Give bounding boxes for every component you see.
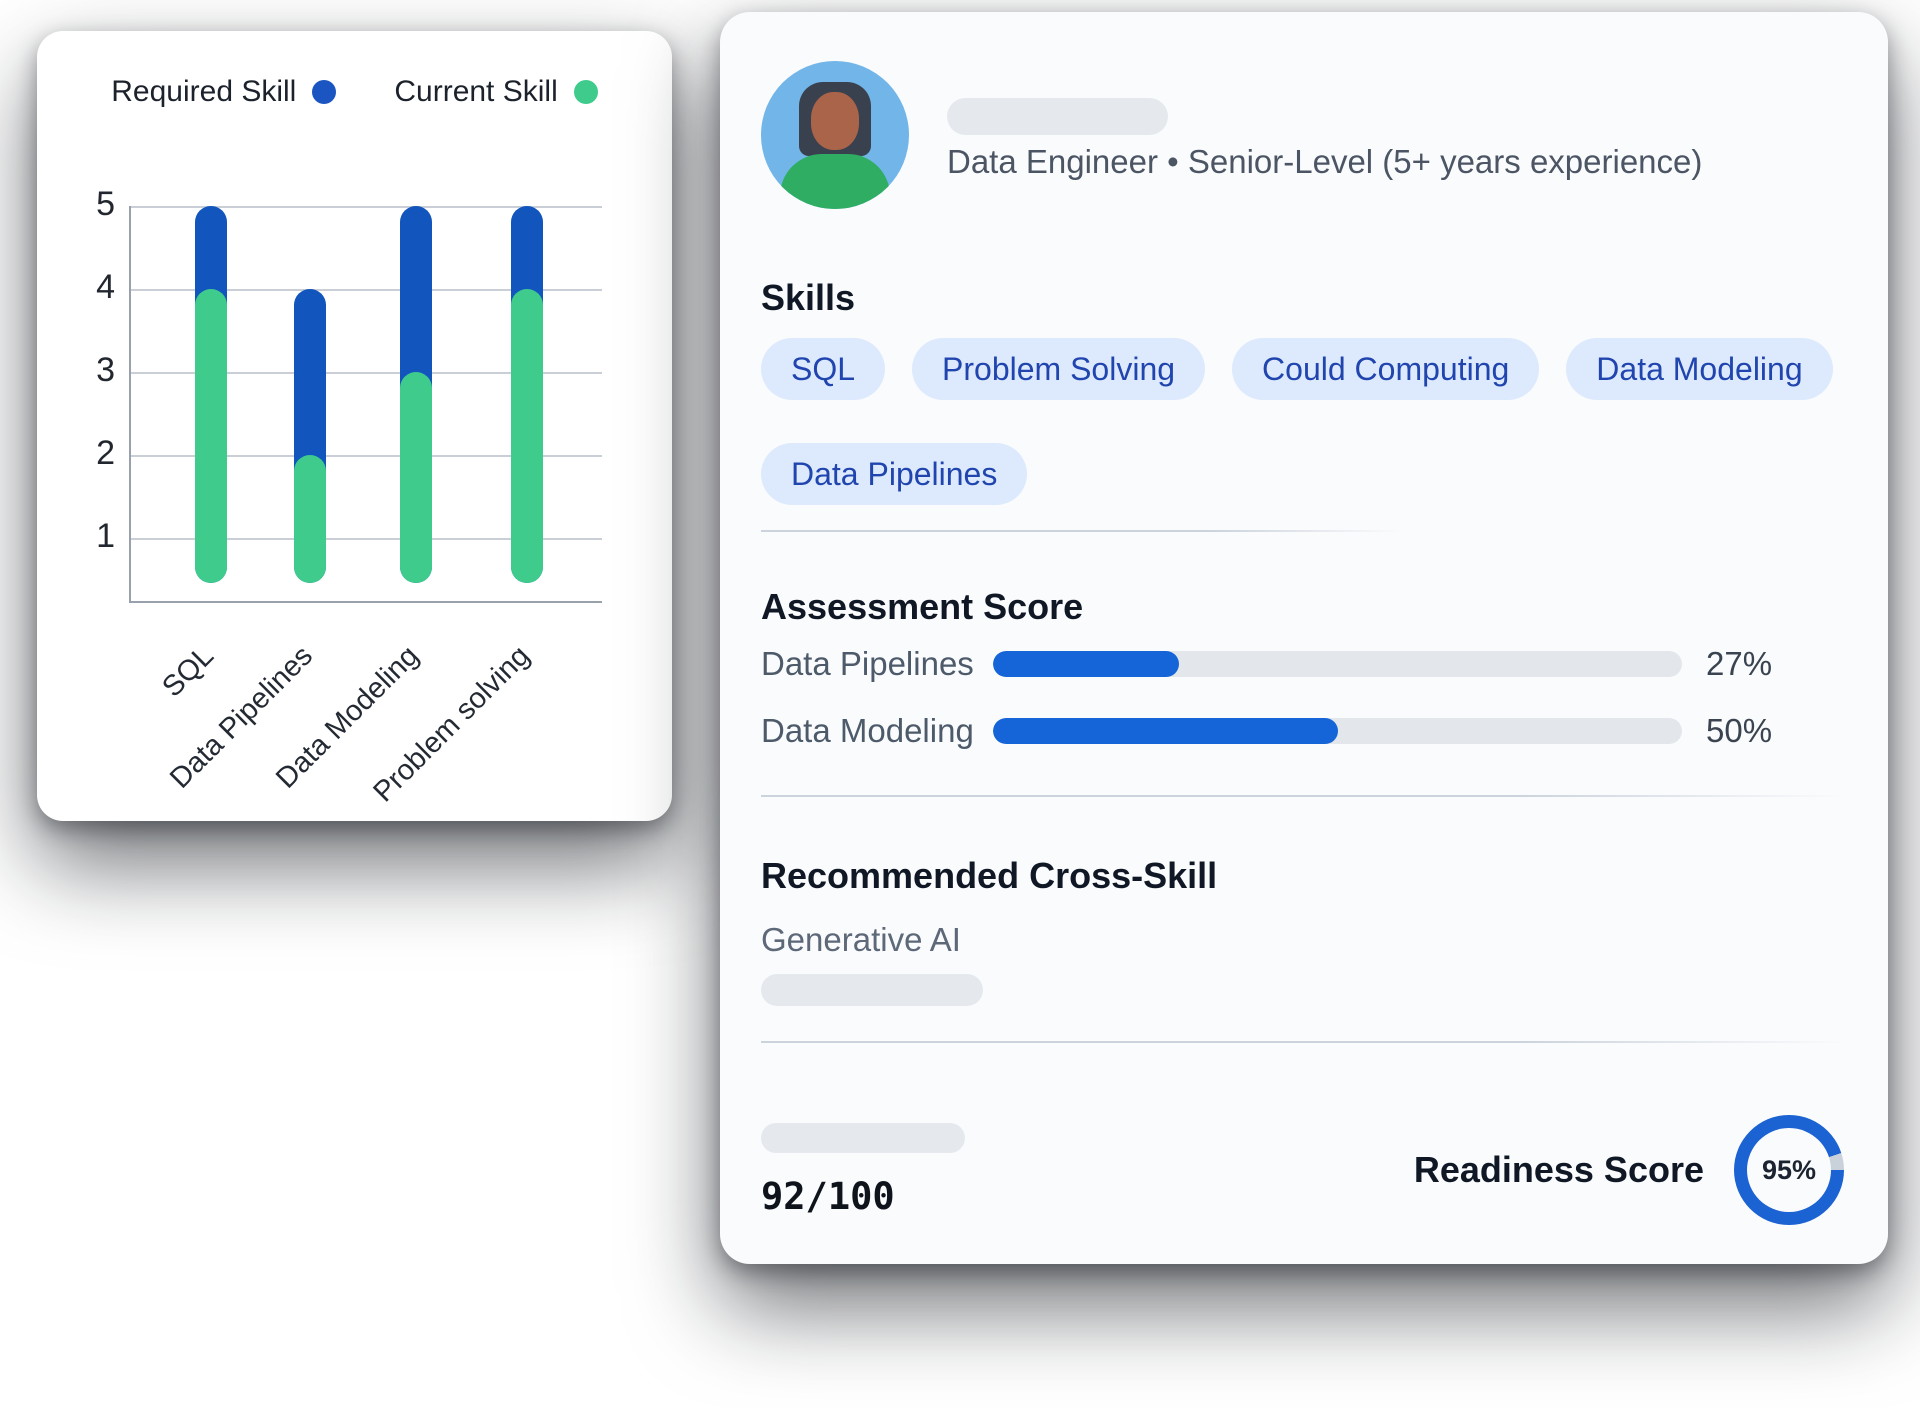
skills-heading: Skills: [761, 277, 856, 318]
avatar-shirt-icon: [780, 154, 890, 209]
bar-current-skill-data-modeling: [399, 372, 432, 583]
chart-x-axis: SQL Data Pipelines Data Modeling Problem so…: [129, 629, 600, 809]
gridline: [131, 538, 602, 540]
gridline: [131, 289, 602, 291]
gridline: [131, 206, 602, 208]
avatar: [761, 61, 909, 209]
bar-current-skill-data-pipelines: [293, 455, 326, 583]
avatar-face-icon: [810, 92, 860, 150]
profile-header: Data Engineer • Senior-Level (5+ years e…: [761, 61, 1844, 209]
score-placeholder: [761, 1122, 965, 1153]
assessment-label: Data Pipelines: [761, 644, 974, 682]
legend-current-label: Current Skill: [394, 75, 558, 108]
bar-current-skill-problem-solving: [510, 289, 543, 583]
y-tick-label: 2: [96, 434, 115, 472]
skill-chart-card: Required Skill Current Skill 1 2 3 4 5 SQL Da…: [37, 31, 672, 821]
legend-required-label: Required Skill: [111, 75, 297, 108]
readiness-block: Readiness Score 95%: [1413, 1115, 1844, 1226]
skill-chips: SQL Problem Solving Could Computing Data…: [761, 338, 1844, 506]
y-tick-label: 5: [96, 185, 115, 223]
legend-required-dot-icon: [312, 80, 337, 104]
assessment-percent: 50%: [1706, 711, 1773, 749]
skill-chip-data-pipelines[interactable]: Data Pipelines: [761, 443, 1028, 506]
assessment-heading: Assessment Score: [761, 586, 1084, 628]
chart-y-axis: 1 2 3 4 5: [47, 185, 115, 601]
cross-skill-item: Generative AI: [761, 921, 961, 959]
divider: [761, 794, 1844, 797]
progress-fill: [993, 650, 1180, 677]
name-placeholder: [947, 98, 1168, 135]
assessment-label: Data Modeling: [761, 711, 974, 749]
bar-current-skill-sql: [195, 289, 228, 583]
gridline: [131, 372, 602, 374]
readiness-label: Readiness Score: [1413, 1149, 1704, 1191]
assessment-row-data-modeling: Data Modeling 50%: [761, 707, 1844, 755]
assessment-row-data-pipelines: Data Pipelines 27%: [761, 640, 1844, 688]
candidate-profile-card: Data Engineer • Senior-Level (5+ years e…: [720, 12, 1888, 1264]
skill-chip-sql[interactable]: SQL: [761, 338, 886, 401]
y-tick-label: 4: [96, 268, 115, 306]
divider: [761, 530, 1401, 533]
x-category-label: Data Modeling: [270, 639, 425, 795]
y-tick-label: 1: [96, 517, 115, 555]
progress-fill: [993, 717, 1338, 744]
x-category-label: Problem solving: [367, 639, 536, 809]
profile-headline: Data Engineer • Senior-Level (5+ years e…: [947, 143, 1703, 180]
skill-chip-problem-solving[interactable]: Problem Solving: [912, 338, 1206, 401]
skill-chip-data-modeling[interactable]: Data Modeling: [1566, 338, 1833, 401]
cross-skill-placeholder: [761, 974, 983, 1007]
progress-track: [993, 717, 1682, 744]
divider: [761, 1041, 1844, 1044]
readiness-percent: 95%: [1747, 1128, 1831, 1213]
score-fraction: 92/100: [761, 1174, 895, 1218]
assessment-percent: 27%: [1706, 644, 1773, 682]
cross-skill-heading: Recommended Cross-Skill: [761, 854, 1218, 896]
legend-item-current: Current Skill: [394, 75, 598, 109]
skill-chip-cloud-computing[interactable]: Could Computing: [1232, 338, 1540, 401]
score-block: 92/100: [761, 1122, 965, 1218]
chart-plot: [129, 206, 602, 603]
progress-track: [993, 650, 1682, 677]
gridline: [131, 455, 602, 457]
legend-current-dot-icon: [573, 80, 598, 104]
readiness-ring: 95%: [1734, 1115, 1844, 1226]
chart-legend: Required Skill Current Skill: [37, 75, 672, 109]
legend-item-required: Required Skill: [111, 75, 337, 109]
y-tick-label: 3: [96, 351, 115, 389]
footer-row: 92/100 Readiness Score 95%: [761, 1115, 1844, 1226]
profile-header-text: Data Engineer • Senior-Level (5+ years e…: [947, 61, 1702, 181]
